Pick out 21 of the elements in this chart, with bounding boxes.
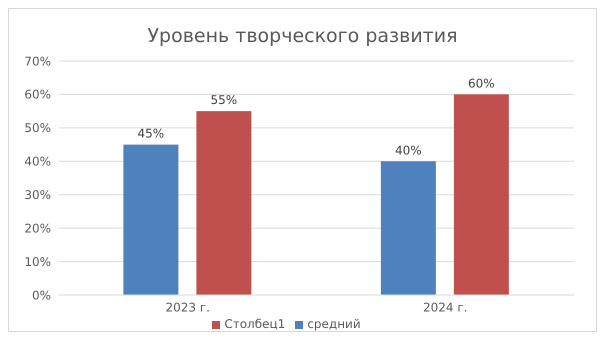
y-tick-label: 30% [24, 188, 51, 202]
bar [196, 111, 252, 295]
x-tick-label: 2024 г. [423, 300, 468, 315]
bar [123, 144, 178, 295]
bar [380, 161, 436, 295]
y-tick-label: 60% [24, 88, 51, 102]
y-tick-label: 70% [24, 54, 51, 68]
y-tick-label: 20% [24, 221, 51, 236]
y-tick-label: 10% [24, 254, 51, 269]
legend-label: средний [307, 317, 361, 331]
y-tick-label: 50% [24, 121, 51, 136]
legend-label: Столбец1 [224, 317, 286, 331]
y-tick-label: 0% [32, 288, 51, 302]
data-label: 45% [138, 126, 164, 141]
data-label: 60% [468, 76, 495, 90]
data-label: 55% [210, 93, 238, 108]
x-tick-label: 2023 г. [166, 300, 210, 315]
bar [454, 94, 509, 295]
y-tick-label: 40% [24, 154, 51, 169]
data-label: 40% [395, 143, 422, 158]
chart-title: Уровень творческого развития [146, 25, 459, 49]
